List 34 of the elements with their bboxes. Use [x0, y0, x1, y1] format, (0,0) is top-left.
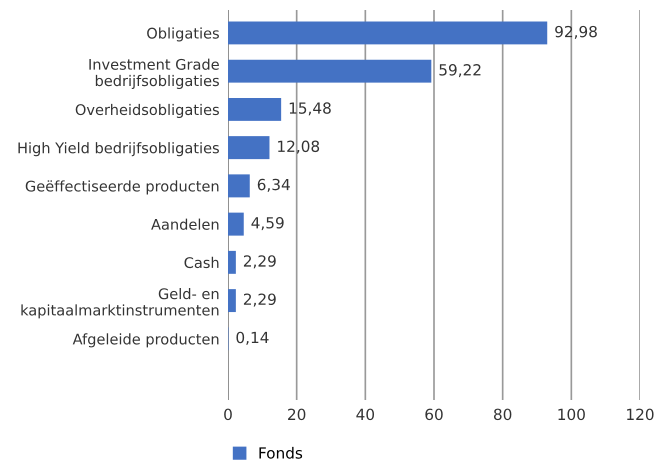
y-tick-label: Obligaties: [147, 27, 219, 42]
data-label: 2,29: [244, 293, 276, 307]
data-label: 59,22: [439, 64, 480, 78]
bar: [228, 250, 236, 274]
data-label: 4,59: [251, 216, 284, 230]
bar: [228, 212, 244, 236]
bar: [228, 21, 548, 44]
data-label: 92,98: [555, 26, 597, 39]
y-tick-label: High Yield bedrijfsobligaties: [18, 142, 219, 156]
y-tick-label: Geld- en kapitaalmarktinstrumenten: [21, 288, 218, 318]
y-tick-label: Investment Grade bedrijfsobligaties: [89, 58, 219, 90]
data-label: 0,14: [236, 332, 269, 345]
y-tick-label: Geëffectiseerde producten: [26, 180, 218, 194]
x-tick-label: 100: [558, 408, 585, 420]
bar: [228, 60, 432, 83]
y-tick-label: Overheidsobligaties: [76, 104, 219, 118]
x-tick-label: 60: [425, 408, 443, 420]
x-tick-label: 20: [288, 408, 306, 420]
data-label: 12,08: [278, 140, 320, 154]
x-tick-label: 120: [627, 408, 654, 420]
bar: [228, 289, 236, 312]
data-label: 15,48: [290, 102, 331, 116]
data-label: 2,29: [244, 255, 276, 268]
bar: [228, 174, 250, 198]
data-label: 6,34: [258, 178, 290, 192]
bar: [228, 136, 270, 160]
y-tick-label: Aandelen: [151, 218, 218, 230]
x-tick-label: 80: [494, 408, 512, 420]
x-tick-label: 0: [224, 408, 232, 420]
x-tick-label: 40: [356, 408, 374, 420]
legend-label: Fonds: [259, 446, 302, 459]
y-tick-label: Cash: [184, 256, 218, 268]
bar: [228, 98, 282, 121]
y-tick-label: Afgeleide producten: [72, 333, 218, 348]
